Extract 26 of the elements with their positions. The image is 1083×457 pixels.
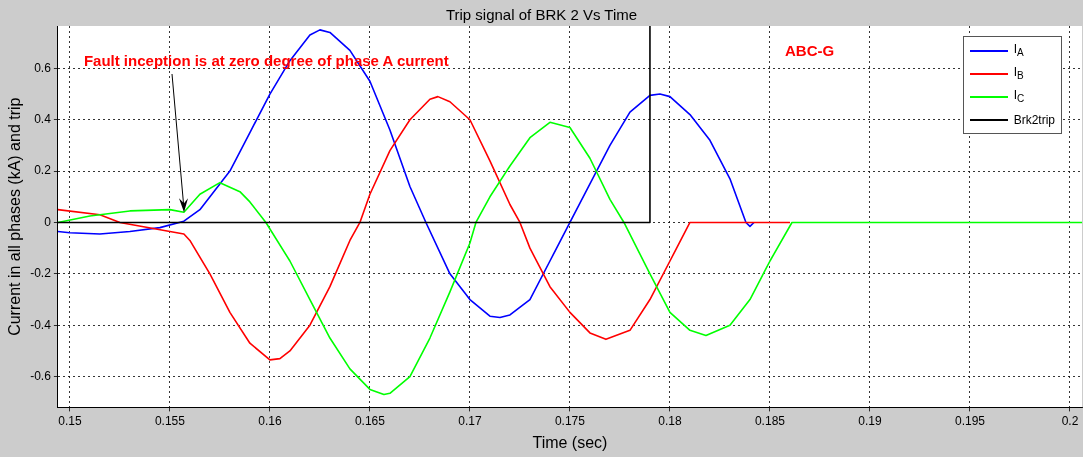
chart-title: Trip signal of BRK 2 Vs Time: [444, 6, 639, 23]
x-tick-label: 0.15: [58, 413, 82, 428]
x-tick-label: 0.175: [554, 413, 586, 428]
x-tick-label: 0.155: [154, 413, 186, 428]
x-tick-label: 0.165: [354, 413, 386, 428]
y-tick-label: -0.4: [30, 317, 52, 332]
legend-label: I$_{C}$: [1013, 88, 1025, 105]
x-tick-label: 0.16: [258, 413, 282, 428]
x-tick-label: 0.195: [954, 413, 986, 428]
annotation: ABC-G: [785, 42, 835, 59]
y-tick-label: 0.6: [34, 60, 52, 75]
x-tick-label: 0.17: [458, 413, 482, 428]
y-tick-label: 0: [44, 214, 52, 229]
x-tick-label: 0.18: [658, 413, 682, 428]
y-tick-label: -0.2: [30, 266, 52, 281]
y-axis-title: Current in all phases (kA) and trip: [6, 97, 24, 336]
x-axis-title: Time (sec): [532, 433, 608, 451]
legend-label: I$_{B}$: [1013, 65, 1024, 82]
x-tick-label: 0.2: [1061, 413, 1079, 428]
x-tick-label: 0.185: [754, 413, 786, 428]
y-tick-label: 0.2: [34, 163, 52, 178]
legend-label: Brk2trip: [1013, 112, 1055, 127]
x-tick-label: 0.19: [858, 413, 882, 428]
legend-label: I$_{A}$: [1013, 42, 1024, 59]
y-tick-label: -0.6: [30, 368, 52, 383]
y-tick-label: 0.4: [34, 112, 52, 127]
